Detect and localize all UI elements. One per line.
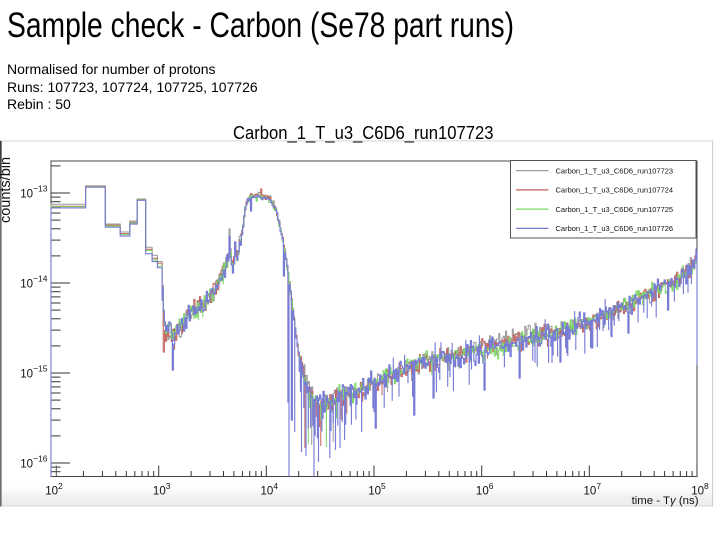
- svg-text:10−13: 10−13: [20, 184, 47, 201]
- svg-text:10−15: 10−15: [20, 364, 47, 381]
- svg-text:Carbon_1_T_u3_C6D6_run107724: Carbon_1_T_u3_C6D6_run107724: [556, 186, 674, 195]
- svg-text:10−14: 10−14: [20, 274, 47, 291]
- svg-text:10−16: 10−16: [20, 454, 47, 471]
- svg-text:Carbon_1_T_u3_C6D6_run107723: Carbon_1_T_u3_C6D6_run107723: [556, 166, 674, 175]
- svg-text:time - Tγ (ns): time - Tγ (ns): [632, 495, 699, 507]
- svg-text:Carbon_1_T_u3_C6D6_run107725: Carbon_1_T_u3_C6D6_run107725: [556, 205, 674, 214]
- svg-text:counts/bin: counts/bin: [0, 157, 14, 223]
- svg-text:Carbon_1_T_u3_C6D6_run107726: Carbon_1_T_u3_C6D6_run107726: [556, 224, 674, 233]
